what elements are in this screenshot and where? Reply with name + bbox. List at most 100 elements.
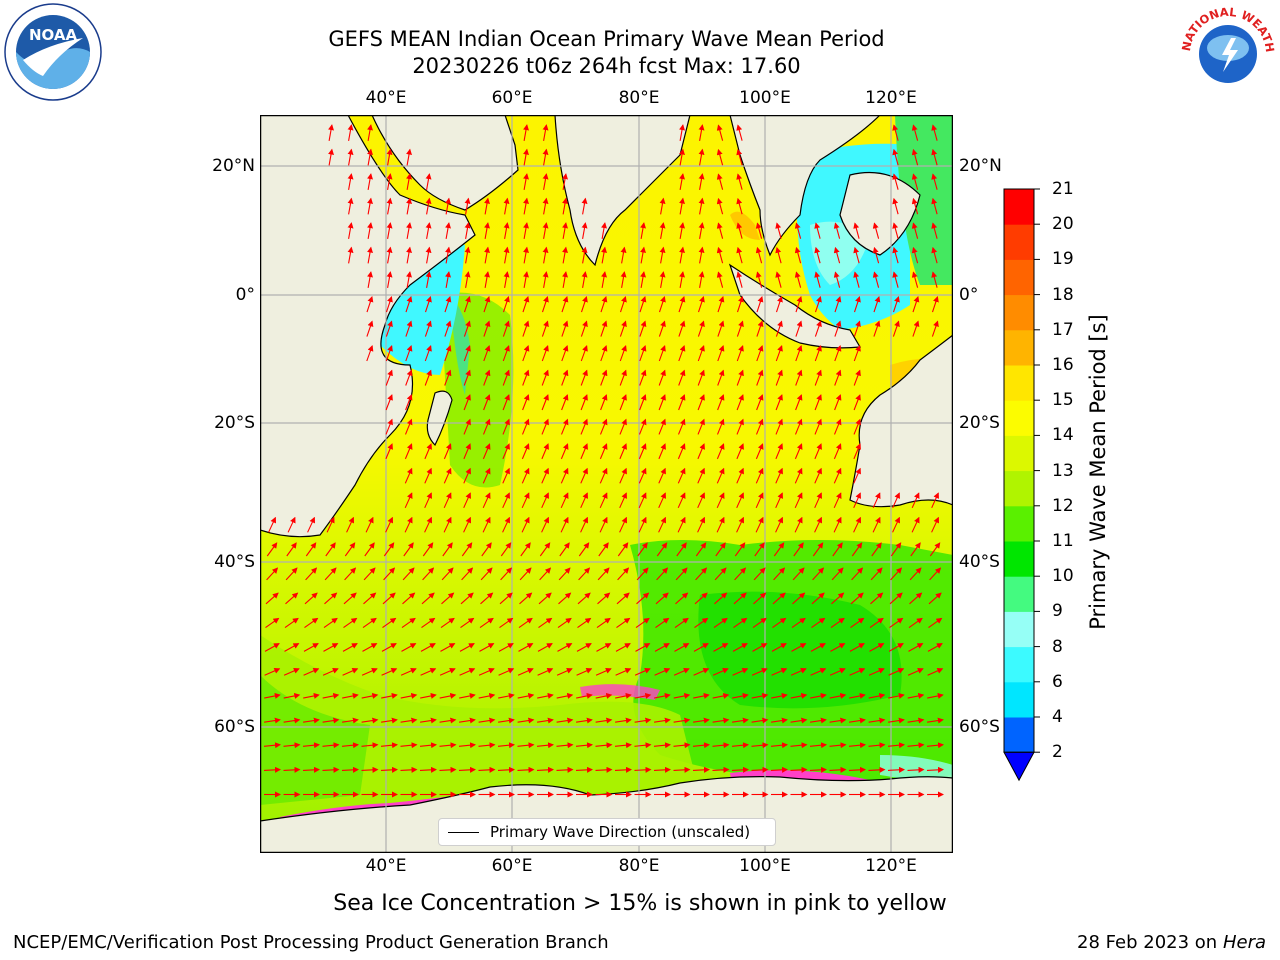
- wave-arrow: [400, 742, 418, 749]
- wave-arrow: [736, 246, 743, 264]
- wave-arrow: [814, 295, 822, 313]
- wave-arrow: [541, 492, 549, 509]
- wave-arrow: [439, 766, 457, 773]
- wave-arrow: [406, 148, 412, 166]
- lon-label-bottom-60e: 60°E: [491, 856, 533, 876]
- wave-arrow: [736, 418, 744, 435]
- wave-arrow: [830, 617, 845, 629]
- wave-arrow: [580, 492, 588, 509]
- wave-arrow: [736, 295, 744, 313]
- wave-arrow: [755, 492, 764, 509]
- wave-arrow: [736, 345, 744, 362]
- wave-arrow: [424, 295, 432, 313]
- wave-arrow: [439, 692, 457, 699]
- footer-organization: NCEP/EMC/Verification Post Processing Pr…: [13, 932, 609, 953]
- wave-arrow: [908, 643, 924, 652]
- wave-arrow: [834, 394, 842, 411]
- wave-arrow: [521, 443, 530, 460]
- wave-arrow: [814, 443, 822, 460]
- sea-ice-note: Sea Ice Concentration > 15% is shown in …: [333, 891, 947, 916]
- wave-arrow: [619, 394, 627, 411]
- wave-arrow: [404, 516, 413, 533]
- wave-arrow: [775, 295, 783, 313]
- wave-arrow: [775, 246, 782, 264]
- wave-arrow: [907, 692, 925, 699]
- wave-arrow: [678, 369, 686, 386]
- wave-arrow: [484, 246, 490, 264]
- wave-arrow: [581, 197, 588, 215]
- wave-arrow: [536, 766, 554, 773]
- wave-arrow: [445, 222, 451, 239]
- wave-arrow: [502, 295, 510, 313]
- wave-arrow: [542, 271, 549, 288]
- wave-arrow: [716, 124, 724, 141]
- map-border: [260, 115, 953, 853]
- wave-arrow: [463, 492, 471, 509]
- wave-arrow: [889, 617, 904, 629]
- wave-arrow: [445, 197, 451, 215]
- footer-date-text: 28 Feb 2023 on: [1077, 932, 1218, 953]
- wave-arrow: [326, 516, 335, 533]
- wave-arrow: [755, 271, 763, 288]
- wave-arrow: [615, 717, 632, 724]
- wave-arrow: [443, 443, 452, 460]
- wave-arrow: [853, 467, 861, 484]
- wave-arrow: [775, 443, 783, 460]
- wave-arrow: [771, 668, 788, 676]
- colorbar-tick-label: 13: [1052, 460, 1074, 481]
- wave-arrow: [402, 567, 415, 581]
- wave-arrow: [692, 742, 710, 749]
- wave-arrow: [264, 668, 281, 676]
- wave-arrow: [775, 222, 782, 239]
- colorbar-tick-label: 8: [1052, 636, 1063, 657]
- wave-arrow: [833, 418, 842, 435]
- colorbar-tick-label: 9: [1052, 601, 1063, 622]
- wave-arrow: [712, 766, 730, 773]
- wave-arrow: [638, 443, 647, 460]
- wave-arrow: [907, 766, 925, 773]
- wave-arrow: [575, 766, 593, 773]
- wave-arrow: [424, 345, 432, 362]
- wave-arrow: [328, 148, 334, 166]
- wave-arrow: [458, 742, 476, 749]
- wave-arrow: [576, 668, 593, 676]
- wave-arrow: [483, 345, 491, 362]
- wave-arrow: [907, 717, 925, 724]
- wave-arrow: [560, 516, 569, 533]
- colorbar-extend-triangle: [1003, 751, 1035, 782]
- wave-arrow: [809, 766, 827, 773]
- wave-arrow: [713, 643, 729, 652]
- wave-arrow: [853, 320, 861, 337]
- wave-arrow: [693, 643, 709, 652]
- wave-arrow: [811, 592, 825, 605]
- wave-arrow: [679, 222, 685, 239]
- wave-arrow: [674, 617, 689, 629]
- wave-arrow: [753, 592, 767, 605]
- wave-arrow: [736, 443, 744, 460]
- wave-arrow: [911, 124, 919, 141]
- wave-arrow: [502, 345, 510, 362]
- wave-arrow: [498, 668, 515, 676]
- wave-arrow: [285, 567, 298, 581]
- wave-arrow: [677, 443, 686, 460]
- wave-arrow: [523, 197, 529, 215]
- noaa-logo: NOAA: [3, 2, 103, 106]
- wave-arrow: [830, 643, 846, 652]
- wave-arrow: [265, 592, 279, 605]
- wave-arrow: [541, 369, 549, 386]
- wave-arrow: [833, 222, 841, 239]
- wave-arrow: [698, 271, 705, 288]
- wave-arrow: [888, 717, 905, 724]
- wave-arrow: [678, 394, 686, 411]
- wave-arrow: [381, 692, 398, 699]
- wave-arrow: [364, 542, 375, 557]
- wave-arrow: [829, 668, 846, 676]
- wave-arrow: [814, 492, 822, 509]
- wave-arrow: [850, 617, 865, 629]
- wave-arrow: [834, 295, 842, 313]
- wave-arrow: [848, 766, 866, 773]
- wave-arrow: [890, 542, 902, 557]
- wave-arrow: [405, 295, 413, 313]
- wave-arrow: [361, 766, 379, 773]
- wave-arrow: [698, 124, 705, 141]
